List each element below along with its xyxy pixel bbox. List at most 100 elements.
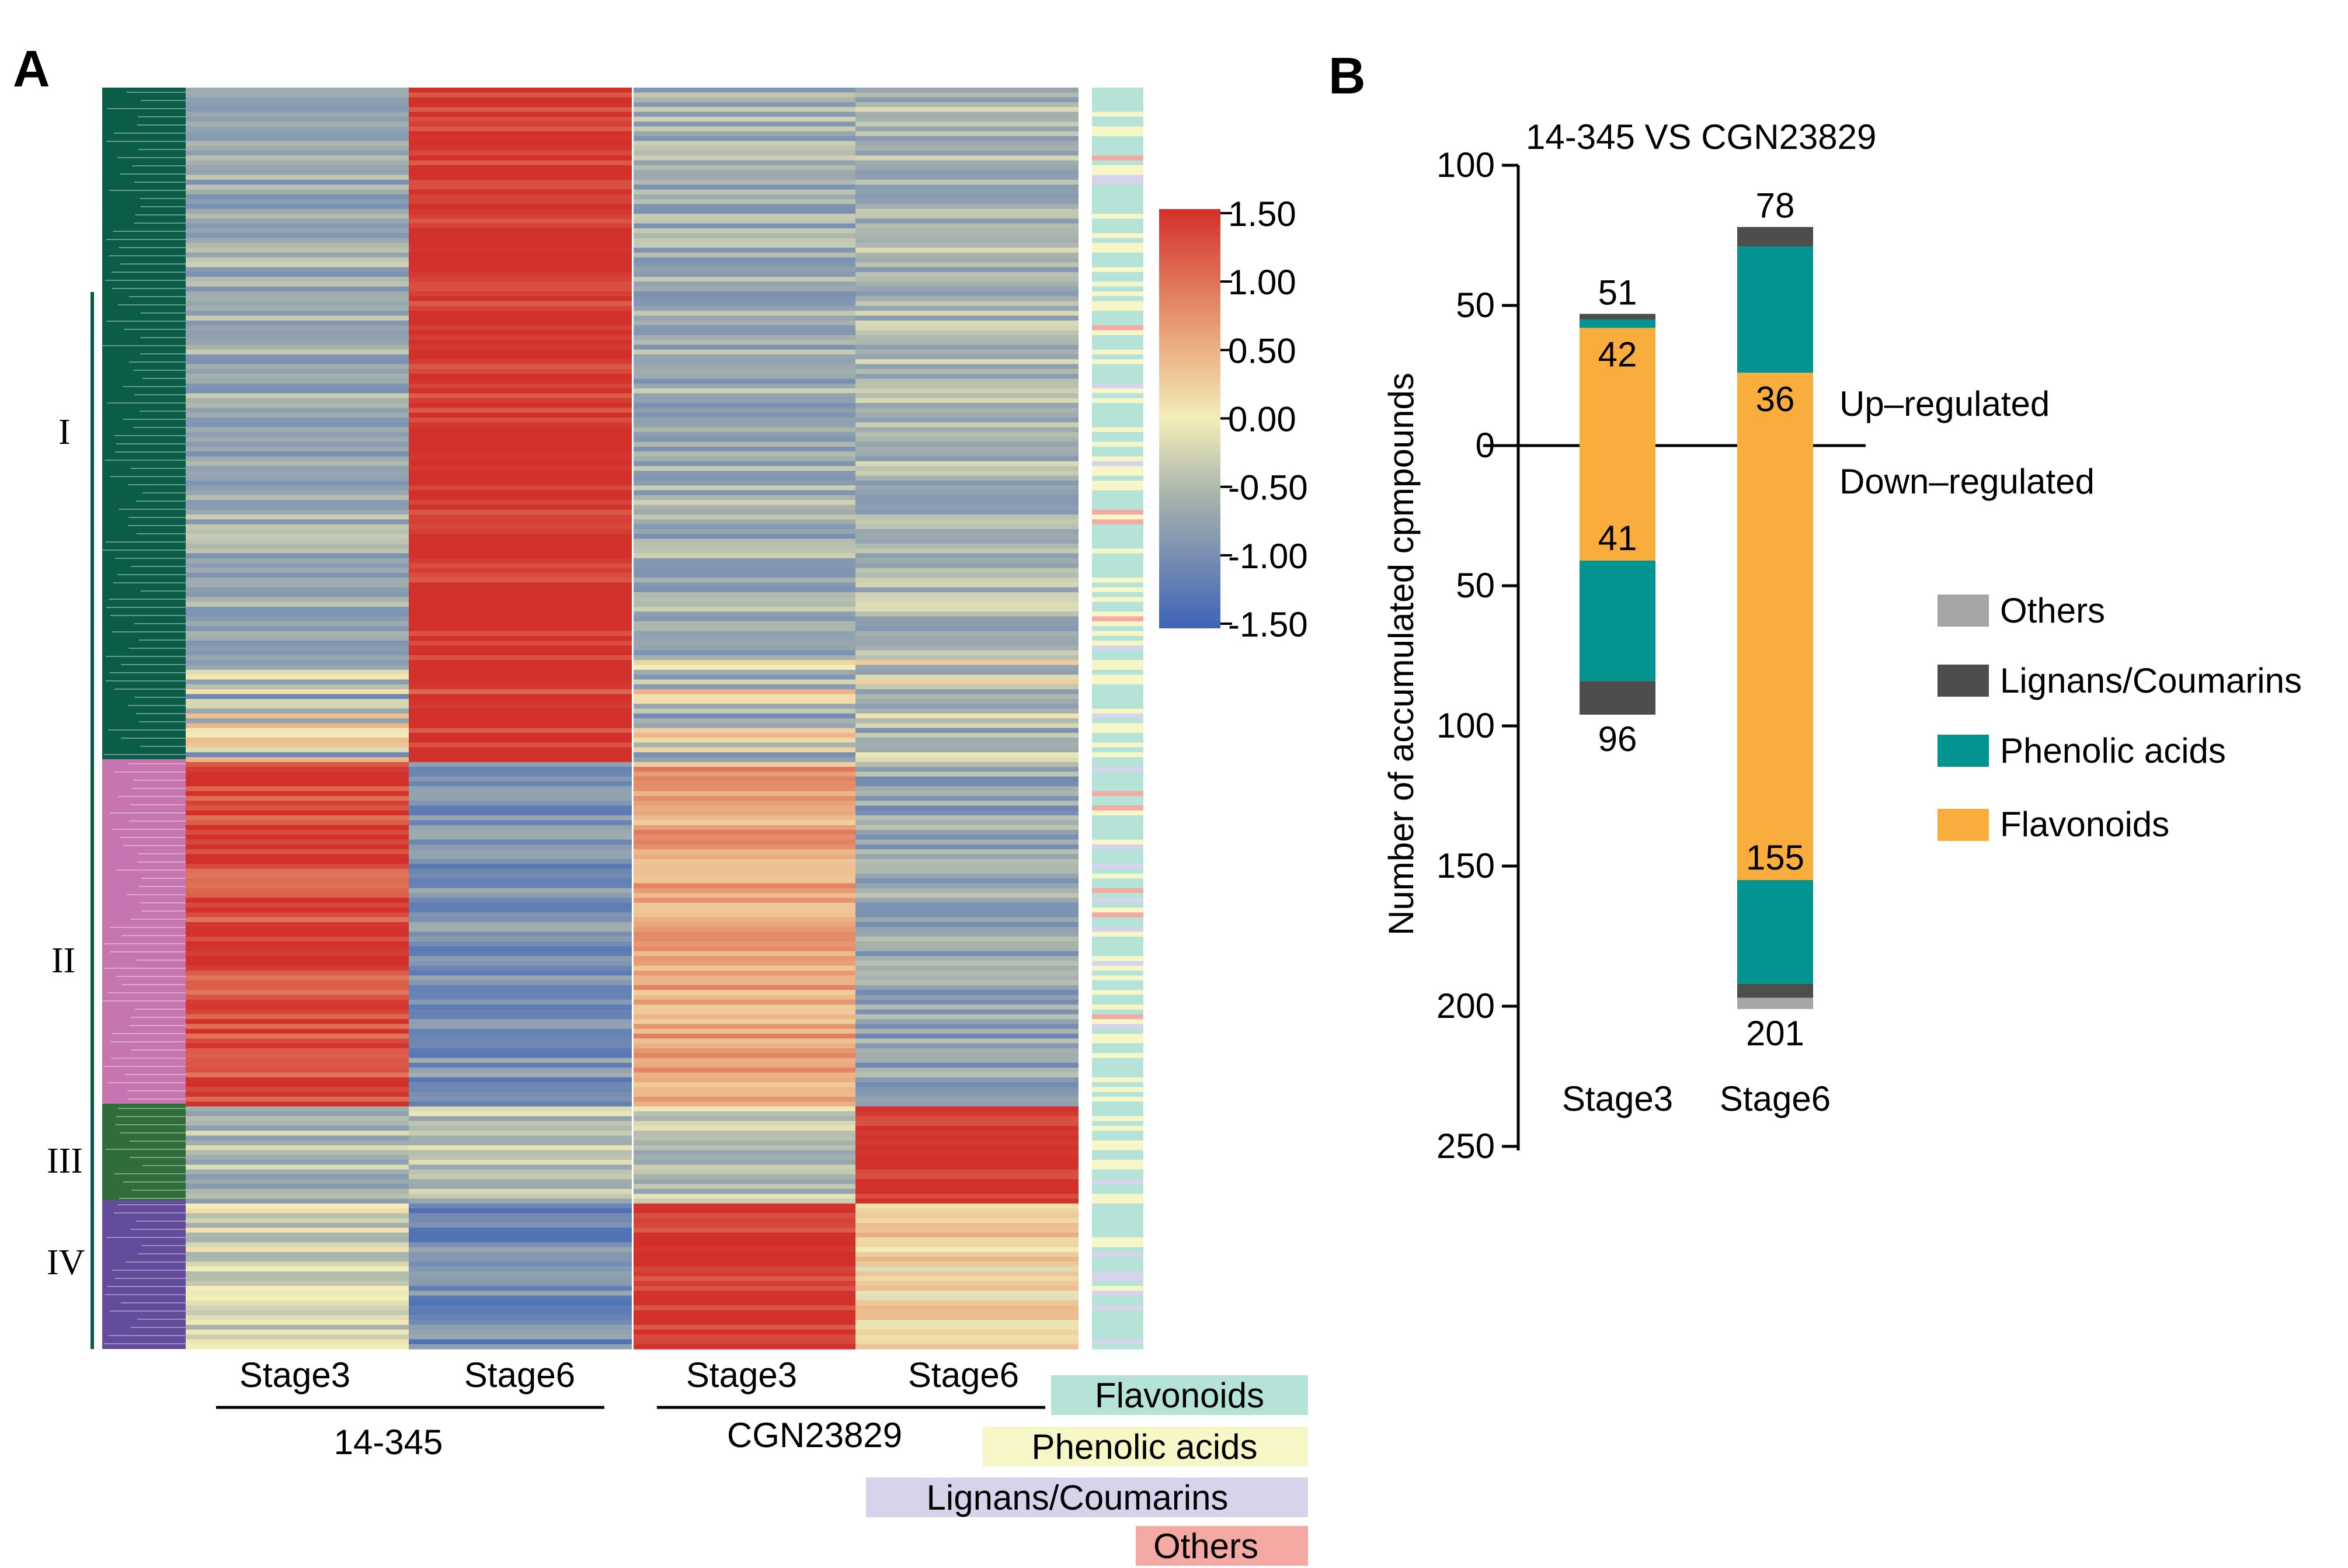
heatmap-cell xyxy=(634,1160,857,1165)
class-bar-cell xyxy=(1092,713,1143,719)
heatmap-cell xyxy=(186,893,409,898)
heatmap-cell xyxy=(409,767,632,772)
heatmap-cell xyxy=(634,1203,857,1209)
class-legend-others: Others xyxy=(1153,1527,1258,1566)
heatmap-cell xyxy=(855,864,1079,870)
heatmap-cell xyxy=(855,738,1079,743)
heatmap-cell xyxy=(186,1082,409,1087)
heatmap-cell xyxy=(855,500,1079,506)
heatmap-cell xyxy=(409,669,632,675)
heatmap-cell xyxy=(855,151,1079,156)
class-bar-cell xyxy=(1092,679,1143,685)
heatmap-cell xyxy=(409,971,632,976)
heatmap-cell xyxy=(409,844,632,850)
heatmap-cell xyxy=(409,854,632,860)
heatmap-cell xyxy=(634,587,857,593)
heatmap-cell xyxy=(634,509,857,515)
bar-segment xyxy=(1737,373,1813,446)
heatmap-cell xyxy=(855,242,1079,248)
heatmap-cell xyxy=(634,281,857,287)
heatmap-cell xyxy=(634,456,857,462)
heatmap-cell xyxy=(634,340,857,345)
heatmap-cell xyxy=(186,1228,409,1233)
heatmap-cell xyxy=(186,330,409,336)
heatmap-cell xyxy=(186,170,409,176)
heatmap-cell xyxy=(634,752,857,758)
heatmap-cell xyxy=(634,185,857,190)
heatmap-cell xyxy=(855,791,1079,797)
class-bar-cell xyxy=(1092,349,1143,355)
heatmap-cell xyxy=(634,1247,857,1253)
class-bar-cell xyxy=(1092,1257,1143,1263)
heatmap-cell xyxy=(409,97,632,103)
heatmap-cell xyxy=(634,1198,857,1204)
colorbar xyxy=(1159,209,1220,628)
heatmap-cell xyxy=(409,432,632,437)
heatmap-cell xyxy=(855,810,1079,816)
heatmap-cell xyxy=(186,1305,409,1311)
class-bar-cell xyxy=(1092,354,1143,360)
heatmap-cell xyxy=(634,1237,857,1243)
heatmap-cell xyxy=(409,675,632,680)
heatmap-cell xyxy=(409,568,632,573)
class-bar-cell xyxy=(1092,320,1143,326)
heatmap-cell xyxy=(855,514,1079,520)
class-bar-cell xyxy=(1092,112,1143,117)
heatmap-cell xyxy=(855,228,1079,234)
heatmap-cell xyxy=(409,548,632,554)
heatmap-cell xyxy=(186,151,409,156)
class-bar-cell xyxy=(1092,582,1143,588)
colorbar-tick-label: 0.50 xyxy=(1228,331,1296,370)
heatmap-cell xyxy=(855,679,1079,685)
heatmap-cell xyxy=(855,795,1079,801)
heatmap-cell xyxy=(409,908,632,913)
legend-others-swatch xyxy=(1937,594,1989,627)
heatmap-cell xyxy=(409,888,632,893)
heatmap-cell xyxy=(409,606,632,612)
class-bar-cell xyxy=(1092,475,1143,481)
heatmap-cell xyxy=(634,461,857,467)
heatmap-cell xyxy=(855,553,1079,559)
class-bar-cell xyxy=(1092,708,1143,714)
heatmap-cell xyxy=(409,1140,632,1146)
heatmap-cell xyxy=(409,1247,632,1253)
heatmap-cell xyxy=(409,1334,632,1340)
heatmap-cell xyxy=(409,936,632,942)
heatmap-cell xyxy=(855,641,1079,646)
heatmap-cell xyxy=(634,1131,857,1136)
heatmap-cell xyxy=(186,408,409,413)
heatmap-cell xyxy=(409,1218,632,1223)
heatmap-cell xyxy=(855,1019,1079,1024)
heatmap-cell xyxy=(186,941,409,947)
heatmap-cell xyxy=(409,1097,632,1102)
heatmap-cell xyxy=(634,1218,857,1223)
heatmap-cell xyxy=(409,762,632,767)
heatmap-cell xyxy=(409,592,632,597)
heatmap-cell xyxy=(186,199,409,204)
heatmap-cell xyxy=(186,1072,409,1078)
heatmap-cell xyxy=(409,393,632,399)
heatmap-cell xyxy=(409,553,632,559)
heatmap-cell xyxy=(855,88,1079,93)
class-bar-cell xyxy=(1092,568,1143,573)
heatmap-cell xyxy=(634,233,857,239)
heatmap-cell xyxy=(855,490,1079,496)
heatmap-cell xyxy=(409,335,632,340)
heatmap-cell xyxy=(634,1038,857,1044)
class-bar-cell xyxy=(1092,495,1143,500)
heatmap-cell xyxy=(855,412,1079,418)
heatmap-cell xyxy=(634,141,857,147)
heatmap-cell xyxy=(855,340,1079,345)
heatmap-cell xyxy=(634,815,857,821)
heatmap-cell xyxy=(634,888,857,893)
heatmap-cell xyxy=(409,1266,632,1272)
heatmap-cell xyxy=(409,456,632,462)
heatmap-cell xyxy=(855,223,1079,229)
heatmap-cell xyxy=(855,883,1079,889)
heatmap-cell xyxy=(409,233,632,239)
y-tick-label: 100 xyxy=(1436,706,1495,745)
heatmap-cell xyxy=(634,267,857,273)
heatmap-cell xyxy=(855,1310,1079,1316)
heatmap-cell xyxy=(634,597,857,603)
heatmap-cell xyxy=(186,534,409,540)
